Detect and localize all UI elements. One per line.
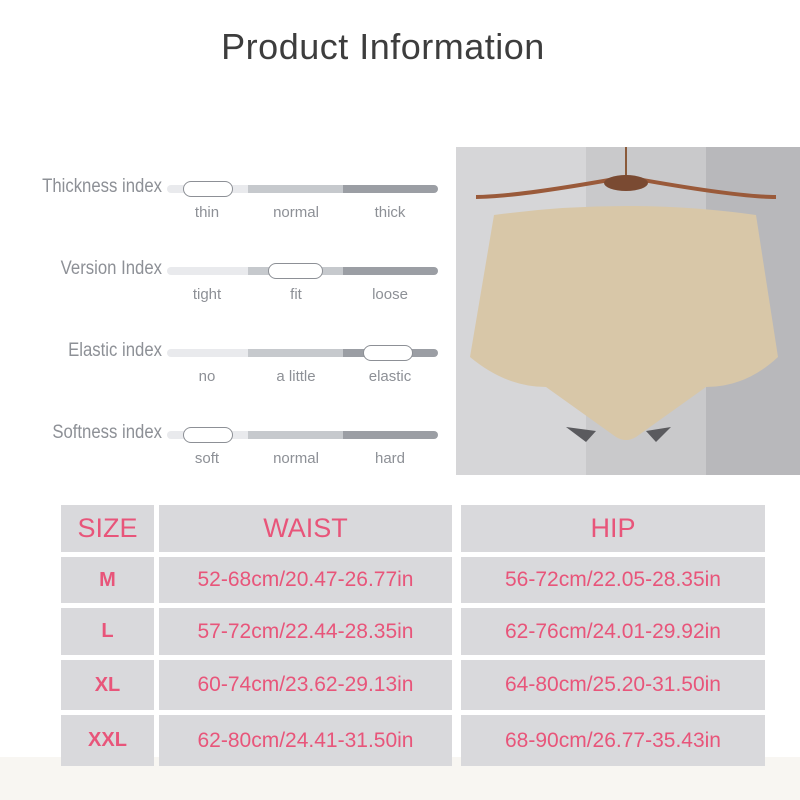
- index-knob: [183, 427, 233, 443]
- table-cell: XXL: [61, 715, 154, 766]
- table-cell: M: [61, 557, 154, 603]
- table-cell: 57-72cm/22.44-28.35in: [159, 608, 452, 655]
- table-cell: 62-76cm/24.01-29.92in: [461, 608, 765, 655]
- index-option: loose: [372, 286, 408, 303]
- table-cell: 62-80cm/24.41-31.50in: [159, 715, 452, 766]
- table-cell: 60-74cm/23.62-29.13in: [159, 660, 452, 710]
- table-cell: 52-68cm/20.47-26.77in: [159, 557, 452, 603]
- index-option: hard: [374, 450, 406, 467]
- index-label: Softness index: [52, 422, 162, 443]
- table-cell: L: [61, 608, 154, 655]
- index-label: Elastic index: [68, 340, 162, 361]
- table-cell: XL: [61, 660, 154, 710]
- table-cell: 68-90cm/26.77-35.43in: [461, 715, 765, 766]
- table-header-cell: WAIST: [159, 505, 452, 552]
- index-knob: [363, 345, 413, 361]
- table-header-cell: SIZE: [61, 505, 154, 552]
- index-knob: [183, 181, 233, 197]
- index-option: normal: [273, 450, 319, 467]
- table-cell: 56-72cm/22.05-28.35in: [461, 557, 765, 603]
- table-header-cell: HIP: [461, 505, 765, 552]
- index-option: fit: [290, 286, 302, 303]
- index-knob: [268, 263, 323, 279]
- index-option: thick: [374, 204, 406, 221]
- index-option: tight: [192, 286, 222, 303]
- index-option: elastic: [368, 368, 412, 385]
- table-cell: 64-80cm/25.20-31.50in: [461, 660, 765, 710]
- index-option: thin: [194, 204, 220, 221]
- product-photo: [456, 147, 800, 475]
- index-label: Version Index: [60, 258, 162, 279]
- index-option: soft: [194, 450, 220, 467]
- index-option: normal: [273, 204, 319, 221]
- page-title: Product Information: [221, 26, 545, 67]
- index-label: Thickness index: [42, 176, 162, 197]
- index-option: no: [198, 368, 216, 385]
- index-option: a little: [276, 368, 316, 385]
